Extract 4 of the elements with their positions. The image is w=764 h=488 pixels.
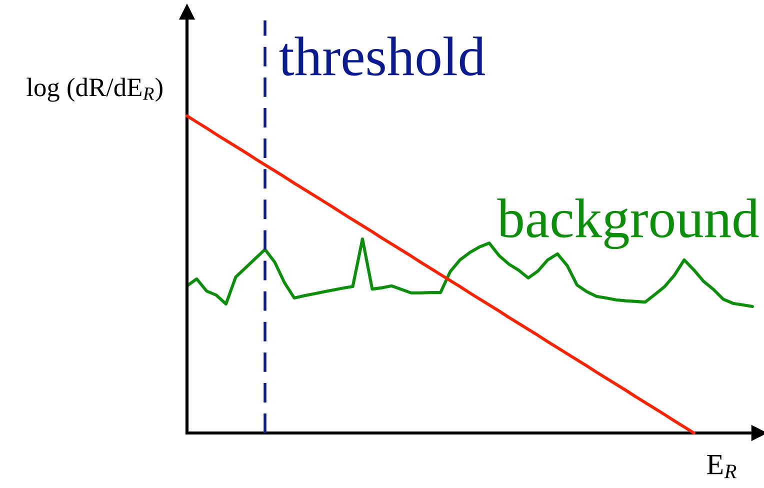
x-axis-title: E$_{R}$ [707, 455, 736, 478]
text: threshold [279, 36, 485, 76]
series-label: background [497, 198, 759, 250]
y-axis-title: log (dR/dE$_{R}$) [26, 78, 162, 102]
